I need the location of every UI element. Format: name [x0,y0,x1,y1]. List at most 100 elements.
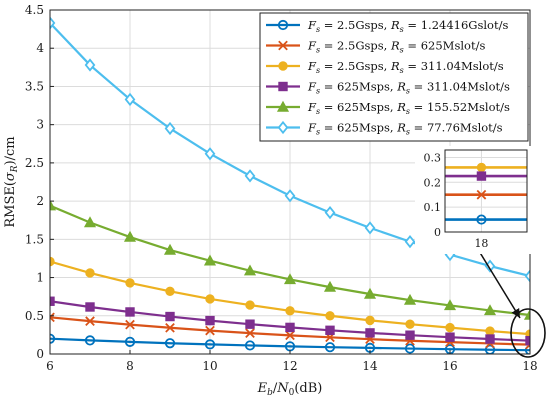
marker-circle [84,335,96,346]
marker-diamond [404,234,416,249]
series-2 [50,312,530,350]
marker-triangle [276,100,290,112]
marker-x [476,189,487,200]
inset-y-tick-label: 0.1 [424,201,442,214]
marker-dot [445,322,455,333]
legend-entry: Fs = 625Msps, Rs = 311.04Mslot/s [307,80,510,96]
x-tick-label: 12 [282,359,297,373]
marker-x-stroke [476,189,487,200]
zoom-ellipse [510,308,546,358]
marker-circle [404,343,416,354]
marker-circle [277,19,289,31]
x-tick-label: 10 [202,359,217,373]
series-3 [50,256,530,339]
legend-entry: Fs = 625Msps, Rs = 155.52Mslot/s [307,100,510,116]
marker-x-stroke [165,322,175,333]
marker-x [125,319,135,330]
marker-circle [124,336,136,347]
marker-triangle [443,299,457,311]
marker-diamond [164,121,176,136]
marker-square [125,307,135,317]
marker-x [85,316,95,326]
marker-square [278,81,288,92]
y-tick-label: 2 [36,194,44,208]
inset-y-tick-label: 0.2 [424,176,442,189]
marker-dot [205,294,215,304]
y-tick-label: 0.5 [25,309,44,323]
y-tick-label: 3.5 [25,79,44,93]
marker-circle [164,338,176,349]
marker-dot [50,256,55,267]
marker-triangle [283,273,297,285]
marker-x-stroke [125,319,135,330]
marker-dot [125,278,135,288]
marker-square [325,325,335,336]
marker-x [50,312,55,323]
marker-x-stroke [205,325,215,336]
y-tick-label: 4.5 [25,3,44,17]
marker-x-stroke [50,312,55,319]
y-tick-label: 0 [36,347,44,361]
marker-square [245,319,255,329]
legend-entry: Fs = 625Msps, Rs = 77.76Mslot/s [307,121,503,137]
marker-triangle [203,254,217,266]
marker-diamond [124,92,136,107]
marker-x [165,322,175,333]
x-tick-label: 8 [126,359,134,373]
x-axis-label: Eb/N0(dB) [257,381,323,398]
series-5 [50,199,530,320]
x-tick-label: 6 [46,359,54,373]
marker-triangle [123,230,137,242]
marker-circle [476,214,487,225]
x-tick-label: 16 [442,359,457,373]
marker-square [485,334,495,344]
marker-dot [278,61,288,71]
x-tick-label: 14 [362,359,378,373]
marker-triangle [483,304,497,316]
marker-x [205,325,215,336]
marker-x-stroke [285,330,295,341]
marker-x-stroke [85,316,95,326]
y-tick-label: 2.5 [25,156,44,170]
marker-square [445,332,455,342]
marker-dot [485,326,495,336]
marker-circle [50,333,56,344]
marker-dot [405,319,415,329]
ticks: 6 8 10 12 14 16 18 0 0.5 1 1.5 2 2.5 3 3.5 4 4.5 [25,3,538,373]
marker-diamond [204,147,216,161]
y-axis-label: RMSE(σR)/cm [3,136,20,227]
inset-series [445,162,527,225]
marker-diamond [364,221,376,235]
marker-square [50,296,55,306]
marker-square [205,315,215,326]
marker-triangle [363,287,377,299]
marker-dot [285,306,295,316]
marker-triangle [50,199,57,211]
marker-dot [165,286,175,297]
legend-entry: Fs = 2.5Gsps, Rs = 625Mslot/s [307,39,485,55]
marker-dot [325,311,335,321]
marker-diamond [84,58,96,72]
marker-x-stroke [278,40,288,51]
marker-dot [85,268,95,278]
marker-circle [324,342,336,353]
marker-x [278,40,288,51]
marker-square [405,330,415,340]
marker-square [85,302,95,312]
marker-square [365,328,375,338]
marker-dot [476,162,487,173]
marker-diamond [524,269,530,283]
marker-triangle [163,243,177,255]
inset-box [444,149,528,233]
marker-x-stroke [245,328,255,338]
marker-diamond [284,189,296,203]
marker-x [245,328,255,338]
marker-triangle [523,308,530,320]
marker-x-stroke [50,316,55,323]
series-4 [50,296,530,346]
marker-circle [204,339,216,350]
marker-diamond [324,205,336,220]
marker-triangle [403,293,417,305]
